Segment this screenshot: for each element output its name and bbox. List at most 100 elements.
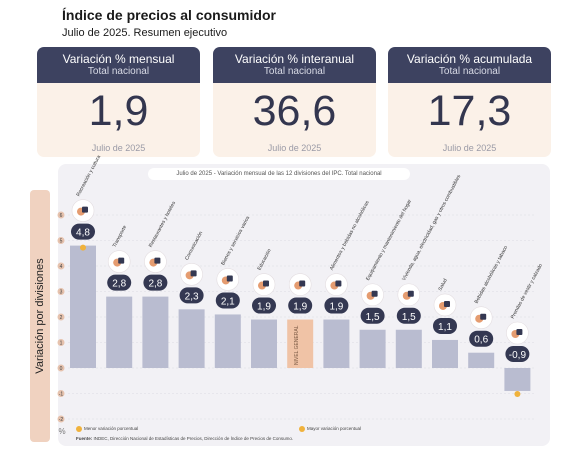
data-label: 4,8 [76,228,90,239]
value-bubble [71,223,95,240]
kpi-date: Julio de 2025 [91,143,146,153]
tick-marker [57,237,65,244]
value-bubble [505,346,530,362]
value-bubble [252,297,276,314]
kpi-subtitle: Total nacional [87,66,150,77]
kpi-value: 1,9 [88,87,149,135]
tick-marker [57,262,65,270]
source-note: Fuente: INDEC, Dirección Nacional de Est… [76,436,293,441]
bar [504,368,531,391]
bar [432,339,458,368]
value-bubble [107,274,132,291]
tick-marker [57,390,65,397]
general-bar-label: NIVEL GENERAL [294,325,300,365]
y-axis-band [30,190,50,442]
data-label: 1,9 [257,302,271,313]
category-label: Restaurantes y hoteles [148,200,178,248]
category-label: Salud [437,278,448,292]
value-bubble [324,297,349,314]
bar [70,245,96,368]
value-bubble [396,307,421,324]
y-tick-label: 1 [60,341,63,347]
tick-marker [57,339,65,346]
bar [142,296,169,368]
data-label: 1,5 [366,312,380,323]
category-label: Transporte [112,224,129,248]
value-bubble [143,274,168,291]
category-label: Bebidas alcohólicas y tabaco [474,245,510,305]
category-label: Prendas de vestir y calzado [510,263,544,320]
kpi-card-accumulated: Variación % acumulada Total nacional 17,… [388,47,551,157]
tick-marker [57,415,65,423]
icon-glyph [118,257,125,264]
category-label: Recreación y cultura [75,154,102,197]
kpi-date: Julio de 2025 [442,143,497,153]
y-tick-label: 4 [60,264,63,270]
legend-marker [76,426,82,432]
kpi-date: Julio de 2025 [267,143,322,153]
icon-glyph [263,280,269,287]
chart-title: Julio de 2025 - Variación mensual de las… [148,168,410,180]
data-label: 2,1 [221,296,235,307]
data-label: 0,6 [474,335,488,346]
bar [251,319,277,368]
kpi-value: 17,3 [427,87,512,135]
kpi-subtitle: Total nacional [438,66,501,77]
legend-min-label: Menor variación porcentual [84,426,139,432]
page-title: Índice de precios al consumidor [62,7,276,23]
data-label: 1,5 [402,312,416,323]
category-label: Alimentos y bebidas no alcohólicas [329,200,371,272]
data-label: 2,3 [185,291,199,302]
legend-max-label: Mayor variación porcentual [307,426,362,432]
value-bubble [179,287,204,304]
kpi-body: 17,3 Julio de 2025 [388,83,551,157]
icon-glyph [371,290,378,297]
icon-glyph [480,313,487,320]
category-label: Educación [256,248,272,272]
y-unit-label: % [58,427,65,436]
min-marker [514,390,521,397]
y-tick-label: 2 [60,315,63,321]
icon-glyph [407,290,414,297]
data-label: -0,9 [509,350,527,361]
icon-glyph [226,275,233,282]
icon-glyph [190,270,197,277]
data-label: 2,8 [148,279,162,290]
y-tick-label: 5 [60,239,63,245]
icon-glyph [154,257,161,264]
category-label: Comunicación [184,230,204,261]
page-subtitle: Julio de 2025. Resumen ejecutivo [62,27,228,39]
value-bubble [288,297,313,314]
y-tick-label: 0 [60,366,63,372]
value-bubble [360,307,385,324]
kpi-title: Variación % acumulada [406,52,533,66]
icon-glyph [335,280,342,287]
tick-marker [57,211,65,219]
bar [359,329,386,368]
data-label: 1,9 [329,302,343,313]
kpi-value: 36,6 [252,87,337,135]
bar [106,296,133,368]
bar [323,319,350,368]
max-marker [80,244,86,251]
kpi-header: Variación % mensual Total nacional [37,47,200,83]
y-tick-label: -2 [59,417,64,423]
kpi-title: Variación % mensual [62,52,175,66]
kpi-header: Variación % interanual Total nacional [213,47,376,83]
bar [178,309,205,368]
bar [395,329,422,368]
icon-glyph [444,300,450,307]
kpi-subtitle: Total nacional [263,66,326,77]
kpi-header: Variación % acumulada Total nacional [388,47,551,83]
value-bubble [469,330,494,347]
kpi-body: 36,6 Julio de 2025 [213,83,376,157]
bar [287,319,314,368]
tick-marker [57,288,65,295]
kpi-card-monthly: Variación % mensual Total nacional 1,9 J… [37,47,200,157]
tick-marker [57,313,65,321]
data-label: 1,9 [293,302,307,313]
kpi-card-interannual: Variación % interanual Total nacional 36… [213,47,376,157]
kpi-body: 1,9 Julio de 2025 [37,83,200,157]
data-label: 1,1 [438,322,452,333]
